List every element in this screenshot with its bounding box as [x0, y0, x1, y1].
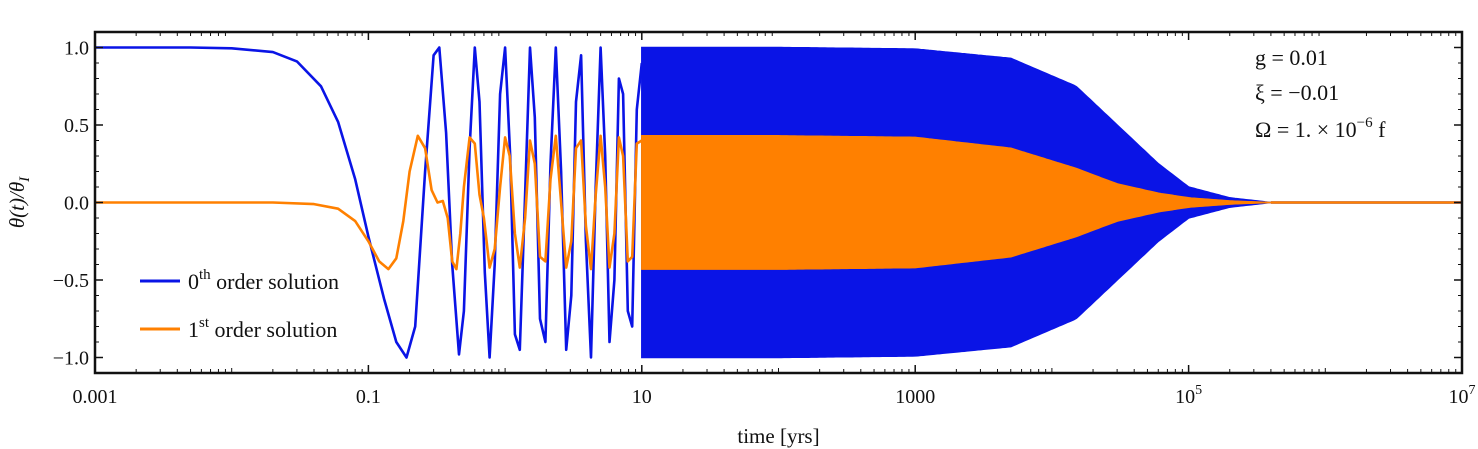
series-1	[95, 134, 1462, 271]
series-0-line	[95, 46, 644, 359]
x-tick-label: 10	[632, 386, 652, 408]
legend-label-1: 1st order solution	[188, 315, 337, 342]
y-tick-label: −0.5	[53, 270, 89, 292]
annotation-omega: Ω = 1. × 10−6 f	[1255, 115, 1386, 142]
x-tick-label: 105	[1175, 383, 1202, 408]
annotation-xi: ξ = −0.01	[1255, 80, 1339, 105]
annotation-box: g = 0.01 ξ = −0.01 Ω = 1. × 10−6 f	[1255, 45, 1386, 142]
x-tick-label: 107	[1449, 383, 1476, 408]
x-axis-title: time [yrs]	[737, 424, 819, 448]
y-tick-label: 1.0	[64, 38, 89, 60]
x-tick-label: 0.1	[356, 386, 381, 408]
annotation-g: g = 0.01	[1255, 45, 1328, 70]
x-tick-label: 0.001	[73, 386, 118, 408]
series-1-line	[95, 134, 643, 271]
y-tick-label: 0.0	[64, 193, 89, 215]
y-tick-label: −1.0	[53, 348, 89, 370]
legend-label-0: 0th order solution	[188, 267, 339, 294]
y-axis-title-main: θ(t)/θ	[5, 182, 29, 228]
y-axis-title-sub: I	[17, 176, 33, 183]
x-tick-label: 1000	[895, 386, 935, 408]
legend: 0th order solution 1st order solution	[140, 267, 339, 342]
ticks-layer: 0.001 0.1 10 1000 105 107 1.0 0.5 0.0 −0.5 −1.0	[53, 32, 1476, 408]
y-tick-label: 0.5	[64, 115, 89, 137]
y-axis-title: θ(t)/θI	[5, 176, 33, 228]
